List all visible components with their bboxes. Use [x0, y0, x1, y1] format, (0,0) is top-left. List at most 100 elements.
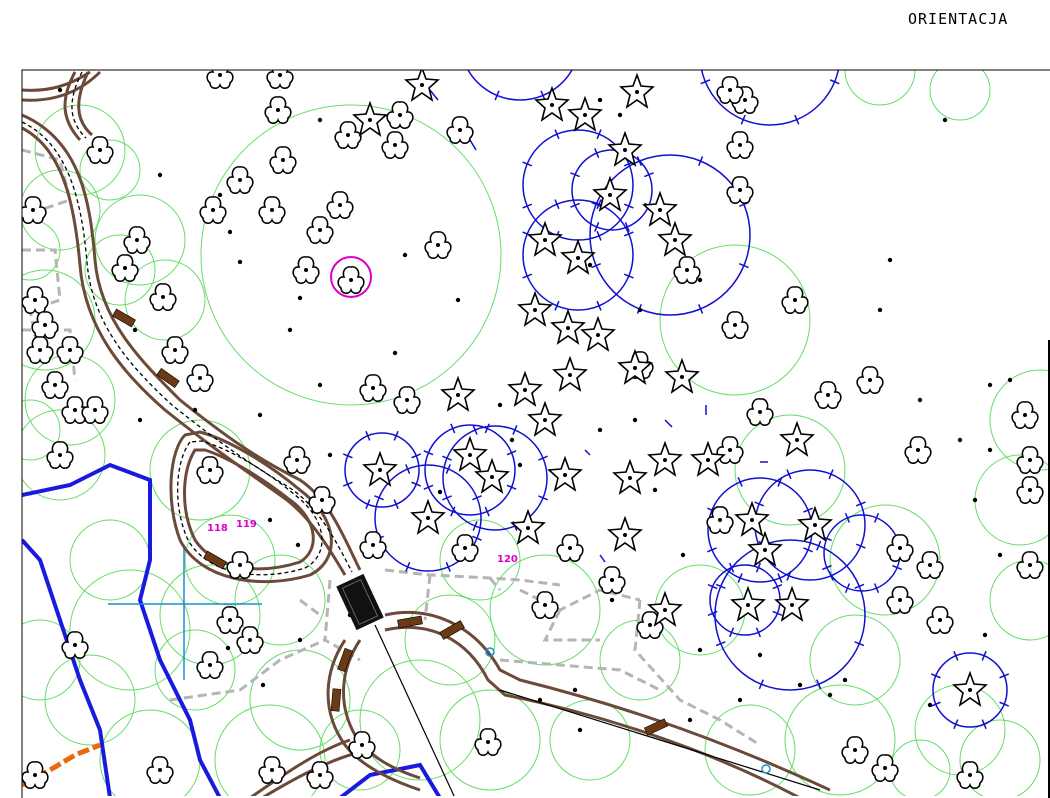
flower-tree-icon [716, 76, 744, 105]
flower-tree-icon [306, 761, 334, 790]
flower-tree-icon [746, 398, 774, 427]
flower-tree-icon [22, 286, 49, 315]
flower-tree-icon [886, 534, 914, 563]
survey-axis [108, 545, 262, 680]
flower-tree-icon [123, 226, 151, 255]
water-point-marker [485, 647, 495, 657]
flower-tree-icon [269, 146, 297, 175]
flower-tree-icon [283, 446, 311, 475]
star-tree-icon [518, 292, 552, 326]
flower-tree-icon [856, 366, 884, 395]
star-tree-icon [953, 672, 987, 706]
tree-canopy-layer [22, 70, 1050, 796]
flower-tree-icon [226, 551, 254, 580]
flower-tree-icon [226, 166, 254, 195]
plot-label-118: 118 [207, 523, 228, 534]
flower-tree-icon [22, 196, 47, 225]
tree-symbols-layer [22, 70, 1044, 790]
map-frame [21, 69, 1050, 798]
flower-tree-icon [196, 651, 224, 680]
flower-tree-icon [556, 534, 584, 563]
flower-tree-icon [41, 371, 69, 400]
flower-tree-icon [266, 70, 294, 90]
star-tree-icon [613, 460, 647, 494]
flower-tree-icon [216, 606, 244, 635]
flower-tree-icon [814, 381, 842, 410]
star-tree-icon [798, 507, 832, 541]
star-tree-icon [658, 222, 692, 256]
star-tree-icon [780, 422, 814, 456]
flower-tree-icon [393, 386, 421, 415]
flower-tree-icon [306, 216, 334, 245]
hedge-line [22, 742, 101, 788]
star-tree-icon [620, 74, 654, 108]
survey-line-2 [499, 689, 821, 791]
flower-tree-icon [149, 283, 177, 312]
flower-tree-icon [916, 551, 944, 580]
flower-tree-icon [46, 441, 74, 470]
flower-tree-icon [56, 336, 84, 365]
flower-tree-icon [1011, 401, 1039, 430]
star-tree-icon [511, 510, 545, 544]
star-tree-icon [568, 97, 602, 131]
star-tree-icon [561, 240, 595, 274]
benches-layer [112, 308, 669, 736]
flower-tree-icon [292, 256, 320, 285]
star-tree-icon [411, 500, 445, 534]
selected-tree-marker[interactable] [330, 256, 372, 298]
flower-tree-icon [26, 336, 54, 365]
star-tree-icon [528, 402, 562, 436]
flower-tree-icon [716, 436, 744, 465]
flower-tree-icon [424, 231, 452, 260]
star-tree-icon [748, 532, 782, 566]
plot-label-119: 119 [236, 519, 257, 530]
flower-tree-icon [451, 534, 479, 563]
flower-tree-icon [886, 586, 914, 615]
star-tree-icon [553, 357, 587, 391]
flower-tree-icon [258, 756, 286, 785]
flower-tree-icon [446, 116, 474, 145]
flower-tree-icon [206, 70, 234, 90]
flower-tree-icon [258, 196, 286, 225]
star-tree-icon [535, 87, 569, 121]
flower-tree-icon [199, 196, 227, 225]
flower-tree-icon [531, 591, 559, 620]
path-centreline-north [71, 71, 87, 139]
flower-tree-icon [86, 136, 114, 165]
flower-tree-icon [871, 754, 899, 783]
star-tree-icon [441, 377, 475, 411]
flower-tree-icon [726, 176, 754, 205]
flower-tree-icon [1016, 551, 1044, 580]
flower-tree-icon [904, 436, 932, 465]
star-tree-icon [608, 517, 642, 551]
footpaths [22, 70, 831, 796]
star-tree-icon [475, 459, 509, 493]
flower-tree-icon [326, 191, 354, 220]
star-tree-icon [735, 502, 769, 536]
page-title: ORIENTACJA [908, 10, 1009, 28]
plot-label-120: 120 [497, 554, 518, 565]
flower-tree-icon [31, 311, 59, 340]
loop-centreline [176, 440, 323, 576]
flower-tree-icon [22, 761, 49, 790]
flower-tree-icon [359, 531, 387, 560]
flower-tree-icon [956, 761, 984, 790]
star-tree-icon [648, 442, 682, 476]
flower-tree-icon [81, 396, 109, 425]
star-tree-icon [581, 317, 615, 351]
star-tree-icon [551, 310, 585, 344]
water-point-marker [761, 764, 771, 774]
flower-tree-icon [196, 456, 224, 485]
flower-tree-icon [841, 736, 869, 765]
star-tree-icon [508, 372, 542, 406]
flower-tree-icon [598, 566, 626, 595]
star-tree-icon [608, 132, 642, 166]
star-tree-icon [528, 222, 562, 256]
flower-tree-icon [111, 254, 139, 283]
flower-tree-icon [926, 606, 954, 635]
flower-tree-icon [236, 626, 264, 655]
gazebo-structure[interactable] [336, 573, 384, 631]
flower-tree-icon [186, 364, 214, 393]
flower-tree-icon [1016, 446, 1044, 475]
